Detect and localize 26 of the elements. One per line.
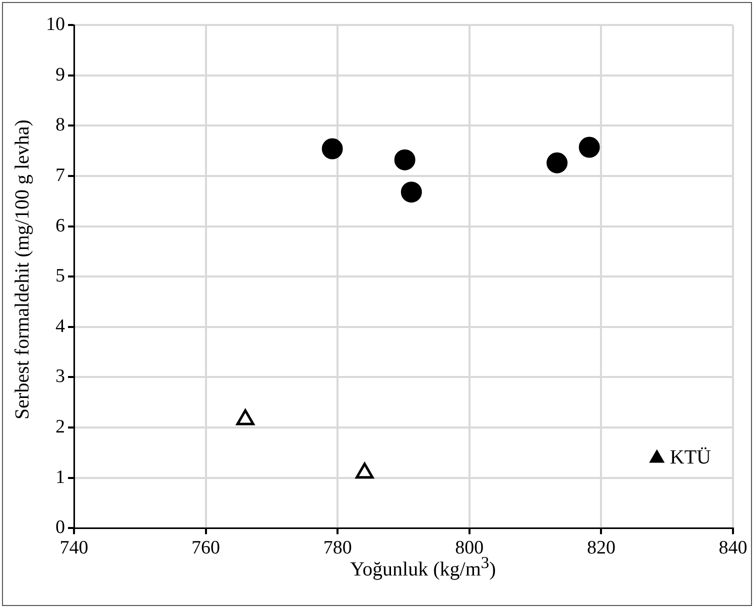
x-tick-label: 840 bbox=[718, 538, 748, 559]
y-tick-label: 3 bbox=[56, 366, 65, 388]
x-tick-label: 740 bbox=[60, 538, 88, 559]
point bbox=[356, 462, 374, 479]
y-tick-label: 10 bbox=[46, 14, 65, 35]
y-tick-label: 1 bbox=[56, 466, 65, 488]
point bbox=[236, 409, 254, 426]
y-tick-label: 8 bbox=[56, 114, 65, 136]
point bbox=[546, 152, 568, 174]
y-tick-label: 2 bbox=[56, 416, 65, 438]
point bbox=[322, 138, 343, 160]
y-tick-label: 6 bbox=[56, 215, 65, 236]
legend-label: KTÜ bbox=[670, 446, 712, 468]
point bbox=[578, 136, 600, 158]
y-axis-title: Serbest formaldehit (mg/100 g levha) bbox=[12, 118, 34, 422]
y-tick-label: 9 bbox=[56, 64, 65, 86]
point bbox=[394, 149, 416, 170]
y-tick-label: 7 bbox=[56, 164, 65, 186]
x-tick-label: 780 bbox=[323, 538, 352, 559]
x-tick-label: 760 bbox=[192, 538, 220, 559]
point bbox=[400, 182, 422, 203]
y-tick-label: 0 bbox=[56, 517, 65, 538]
x-axis-title: Yoğunluk (kg/m$^{3}$) bbox=[350, 553, 496, 581]
y-tick-label: 5 bbox=[56, 266, 65, 287]
x-tick-label: 820 bbox=[586, 538, 616, 559]
y-tick-label: 4 bbox=[56, 316, 66, 337]
